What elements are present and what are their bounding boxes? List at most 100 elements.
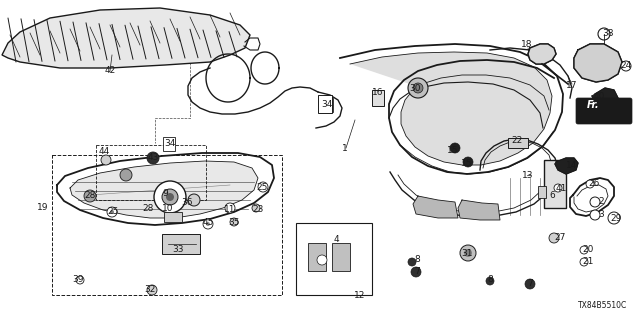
Text: 20: 20 [582,244,594,253]
Circle shape [408,258,416,266]
Text: 8: 8 [414,255,420,265]
Text: 41: 41 [556,183,566,193]
Circle shape [621,61,631,71]
Circle shape [225,203,235,213]
Text: 24: 24 [620,60,632,69]
Circle shape [411,267,421,277]
Circle shape [317,255,327,265]
Circle shape [413,83,423,93]
Circle shape [166,193,174,201]
Circle shape [608,212,620,224]
Circle shape [486,277,494,285]
Text: 4: 4 [333,235,339,244]
Text: 28: 28 [84,190,96,199]
Bar [308,243,326,271]
Bar [544,160,566,208]
Text: 43: 43 [147,153,159,162]
Circle shape [252,204,260,212]
Circle shape [162,189,178,205]
Text: 30: 30 [409,84,420,92]
Circle shape [525,279,535,289]
Text: 25: 25 [108,206,118,215]
Text: 32: 32 [144,285,156,294]
Circle shape [230,218,238,226]
Text: 29: 29 [611,213,621,222]
Text: 18: 18 [521,39,532,49]
Circle shape [590,210,600,220]
Polygon shape [528,44,556,64]
Polygon shape [350,52,552,165]
Circle shape [549,233,559,243]
Text: TX84B5510C: TX84B5510C [578,301,627,310]
Text: 34: 34 [321,100,333,108]
Circle shape [110,210,114,214]
Circle shape [107,207,117,217]
Polygon shape [592,88,618,106]
Circle shape [460,245,476,261]
Circle shape [463,157,473,167]
Text: 22: 22 [511,135,523,145]
Circle shape [586,180,594,188]
Bar [321,98,333,112]
Circle shape [120,169,132,181]
Text: 9: 9 [162,188,168,197]
Text: 28: 28 [142,204,154,212]
Circle shape [76,276,84,284]
Text: 8: 8 [487,276,493,284]
Circle shape [580,258,588,266]
Circle shape [206,222,210,226]
Circle shape [408,78,428,98]
Circle shape [450,143,460,153]
Text: 12: 12 [355,291,365,300]
Circle shape [84,190,96,202]
Text: 38: 38 [602,28,614,37]
Bar [332,243,350,271]
Text: 19: 19 [37,203,49,212]
Text: 13: 13 [522,171,534,180]
Text: 31: 31 [461,249,473,258]
Polygon shape [555,158,578,174]
Bar [372,90,384,106]
Text: 3: 3 [598,210,604,219]
Polygon shape [574,44,622,82]
Circle shape [188,194,200,206]
Text: 17: 17 [566,81,578,90]
Text: 36: 36 [181,197,193,206]
Circle shape [464,249,472,257]
Text: 23: 23 [252,204,264,213]
Text: 34: 34 [164,139,176,148]
Bar [52,155,282,295]
Polygon shape [2,8,250,68]
Text: Fr.: Fr. [587,100,599,110]
Text: 2: 2 [598,196,604,205]
Circle shape [580,246,588,254]
Text: 35: 35 [228,218,240,227]
Text: 15: 15 [447,146,459,155]
Text: 21: 21 [582,257,594,266]
Bar [96,145,206,200]
Text: 26: 26 [588,179,600,188]
Polygon shape [70,161,258,218]
Text: 15: 15 [461,158,473,167]
Polygon shape [413,196,458,218]
Text: 25: 25 [256,182,268,191]
Bar [296,223,372,295]
Circle shape [590,197,600,207]
Text: 27: 27 [554,233,566,242]
Polygon shape [458,200,500,220]
Bar [164,212,182,222]
Circle shape [154,181,186,213]
Circle shape [554,184,562,192]
Text: 11: 11 [224,204,236,213]
Circle shape [203,219,213,229]
Bar [538,186,546,198]
Text: 33: 33 [172,244,184,253]
Bar [318,95,332,113]
Text: 16: 16 [372,87,384,97]
Text: 1: 1 [342,143,348,153]
Text: 14: 14 [566,161,578,170]
Circle shape [258,182,268,192]
Bar [508,138,528,148]
Text: 42: 42 [104,66,116,75]
FancyBboxPatch shape [576,98,632,124]
